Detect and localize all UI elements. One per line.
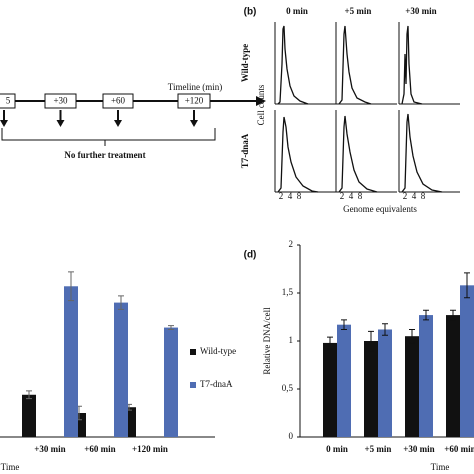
step-label: 5 <box>6 96 11 106</box>
bar <box>364 341 378 437</box>
histogram-curve <box>338 115 378 193</box>
error-bar <box>168 325 174 330</box>
x-tick-label: +60 min <box>84 444 115 454</box>
bar <box>22 394 36 437</box>
x-tick-label: 4 <box>412 191 417 201</box>
y-tick-label: 1 <box>289 335 294 345</box>
error-bar <box>68 271 74 302</box>
x-tick-label: +30 min <box>403 444 434 454</box>
step-arrowhead <box>0 120 8 127</box>
column-header: 0 min <box>286 6 308 16</box>
error-bar <box>382 323 388 336</box>
x-tick-label: +5 min <box>365 444 392 454</box>
row-header: Wild-type <box>240 44 250 82</box>
bar <box>460 285 474 437</box>
x-tick-label: 8 <box>421 191 426 201</box>
error-bar <box>464 272 470 299</box>
bar <box>337 324 351 437</box>
step-box <box>0 93 16 109</box>
y-axis-label: Cell counts <box>256 84 266 125</box>
histogram-curve <box>338 25 372 105</box>
x-tick-label: 0 min <box>326 444 348 454</box>
x-tick-label: 4 <box>349 191 354 201</box>
y-tick-label: 1,5 <box>282 287 294 297</box>
bar <box>64 286 78 437</box>
panel-label: (b) <box>244 7 257 18</box>
step-arrowhead <box>56 120 65 127</box>
legend-swatch <box>190 349 196 355</box>
x-tick-label: 4 <box>288 191 293 201</box>
legend-label: Wild-type <box>200 346 236 356</box>
step-box <box>177 93 211 109</box>
histogram-curve <box>277 25 309 105</box>
error-bar <box>341 319 347 330</box>
timeline-arrowhead <box>256 96 266 106</box>
step-label: +30 <box>53 96 68 106</box>
step-box <box>102 93 134 109</box>
error-bar <box>409 328 415 344</box>
x-axis-label: Time <box>431 462 450 472</box>
x-tick-label: +120 min <box>132 444 168 454</box>
step-arrowhead <box>114 120 122 127</box>
y-axis-label: Relative DNA/cell <box>262 307 272 375</box>
column-header: +30 min <box>405 6 436 16</box>
bar-charts: Time +30 min +60 min +120 min Wild-type T7-dn… <box>0 239 474 472</box>
error-bar <box>26 390 32 400</box>
x-axis-label: Genome equivalents <box>343 204 417 214</box>
x-tick-label: +60 min <box>444 444 474 454</box>
bar <box>164 327 178 437</box>
bar <box>114 302 128 437</box>
x-axis-label: Time <box>1 462 20 472</box>
panel-label: (d) <box>244 250 257 261</box>
x-tick-label: 2 <box>340 191 345 201</box>
bar <box>323 342 337 437</box>
histogram-curve <box>277 116 319 193</box>
row-header: T7-dnaA <box>240 133 250 168</box>
step-box <box>44 93 77 109</box>
bar <box>446 315 460 437</box>
error-bar <box>423 309 429 321</box>
step-arrowhead <box>190 120 198 127</box>
x-tick-label: +30 min <box>34 444 65 454</box>
legend-label: T7-dnaA <box>200 379 233 389</box>
bar <box>378 329 392 437</box>
step-label: +60 <box>111 96 126 106</box>
x-tick-label: 8 <box>358 191 363 201</box>
bar <box>419 315 433 437</box>
timeline-label: Timeline (min) <box>168 82 222 92</box>
y-tick-label: 0 <box>289 431 294 441</box>
timeline-steps: 5 +30 +60 +120 <box>0 93 211 127</box>
error-bar <box>450 309 456 321</box>
histogram-curve <box>401 25 423 105</box>
bar <box>405 336 419 437</box>
legend-swatch <box>190 382 196 388</box>
bracket <box>1 128 216 146</box>
step-label: +120 <box>185 96 204 106</box>
column-header: +5 min <box>345 6 372 16</box>
x-tick-label: 2 <box>279 191 284 201</box>
timeline-note: No further treatment <box>64 150 145 160</box>
x-tick-label: 8 <box>297 191 302 201</box>
y-tick-label: 0,5 <box>282 383 294 393</box>
x-tick-label: 2 <box>403 191 408 201</box>
histogram-curve <box>401 113 443 193</box>
y-tick-label: 2 <box>289 239 294 249</box>
error-bar <box>118 295 124 310</box>
error-bar <box>368 330 374 352</box>
error-bar <box>327 336 333 350</box>
